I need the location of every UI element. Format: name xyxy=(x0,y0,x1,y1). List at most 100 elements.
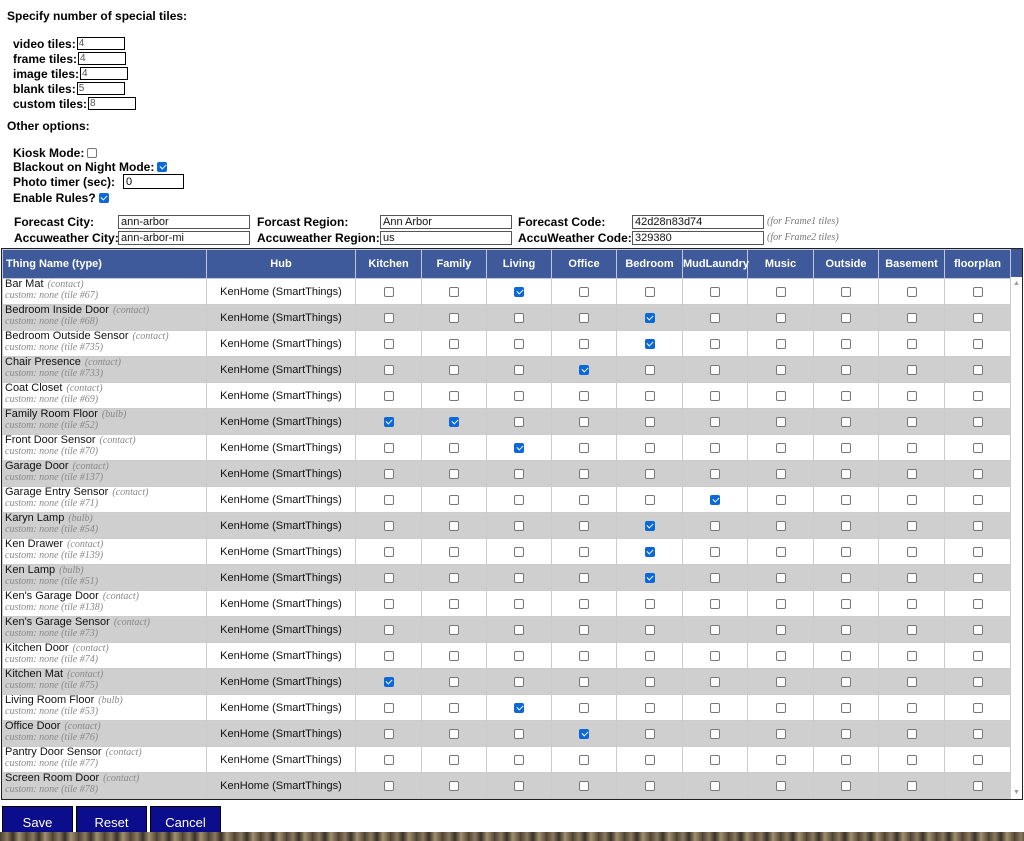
enable-rules-checkbox[interactable] xyxy=(98,192,109,203)
room-checkbox-office[interactable] xyxy=(579,520,589,531)
room-checkbox-kitchen[interactable] xyxy=(383,598,394,609)
room-checkbox-office[interactable] xyxy=(579,650,589,661)
custom-tiles-input[interactable] xyxy=(88,97,137,110)
room-checkbox-family[interactable] xyxy=(449,728,459,739)
room-checkbox-music[interactable] xyxy=(775,390,786,401)
room-checkbox-floorplan[interactable] xyxy=(972,494,983,505)
room-checkbox-kitchen[interactable] xyxy=(383,754,394,765)
room-checkbox-family[interactable] xyxy=(449,312,459,323)
room-checkbox-mudlaundry[interactable] xyxy=(710,780,720,791)
room-checkbox-family[interactable] xyxy=(449,546,459,557)
room-checkbox-outside[interactable] xyxy=(841,650,851,661)
room-checkbox-outside[interactable] xyxy=(841,780,851,791)
room-checkbox-kitchen[interactable] xyxy=(383,676,394,687)
room-checkbox-bedroom[interactable] xyxy=(644,572,655,583)
room-checkbox-living[interactable] xyxy=(514,598,524,609)
room-checkbox-music[interactable] xyxy=(775,286,786,297)
room-checkbox-living[interactable] xyxy=(514,494,524,505)
room-checkbox-outside[interactable] xyxy=(841,416,851,427)
room-checkbox-outside[interactable] xyxy=(841,754,851,765)
room-checkbox-mudlaundry[interactable] xyxy=(710,598,720,609)
room-checkbox-basement[interactable] xyxy=(906,338,917,349)
accuweather-city-input[interactable]: ann-arbor-mi xyxy=(118,231,250,245)
room-checkbox-floorplan[interactable] xyxy=(972,286,983,297)
room-checkbox-floorplan[interactable] xyxy=(972,676,983,687)
room-checkbox-music[interactable] xyxy=(775,468,786,479)
forecast-region-input[interactable]: Ann Arbor xyxy=(380,215,512,229)
room-checkbox-music[interactable] xyxy=(775,312,786,323)
room-checkbox-outside[interactable] xyxy=(841,546,851,557)
room-checkbox-outside[interactable] xyxy=(841,286,851,297)
room-checkbox-family[interactable] xyxy=(449,338,459,349)
room-checkbox-music[interactable] xyxy=(775,754,786,765)
room-checkbox-floorplan[interactable] xyxy=(972,780,983,791)
room-checkbox-living[interactable] xyxy=(514,702,524,713)
accuweather-code-input[interactable]: 329380 xyxy=(632,231,764,245)
room-checkbox-outside[interactable] xyxy=(841,624,851,635)
room-checkbox-bedroom[interactable] xyxy=(644,416,655,427)
room-checkbox-floorplan[interactable] xyxy=(972,338,983,349)
room-checkbox-family[interactable] xyxy=(449,442,459,453)
room-checkbox-living[interactable] xyxy=(514,312,524,323)
room-checkbox-mudlaundry[interactable] xyxy=(710,728,720,739)
room-checkbox-outside[interactable] xyxy=(841,364,851,375)
room-checkbox-basement[interactable] xyxy=(906,442,917,453)
accuweather-region-input[interactable]: us xyxy=(380,231,512,245)
header-mudlaundry[interactable]: MudLaundry xyxy=(682,249,749,279)
room-checkbox-kitchen[interactable] xyxy=(383,338,394,349)
room-checkbox-living[interactable] xyxy=(514,728,524,739)
room-checkbox-bedroom[interactable] xyxy=(644,312,655,323)
room-checkbox-outside[interactable] xyxy=(841,312,851,323)
room-checkbox-family[interactable] xyxy=(449,754,459,765)
room-checkbox-kitchen[interactable] xyxy=(383,520,394,531)
room-checkbox-outside[interactable] xyxy=(841,676,851,687)
header-living[interactable]: Living xyxy=(486,249,552,279)
room-checkbox-outside[interactable] xyxy=(841,442,851,453)
room-checkbox-office[interactable] xyxy=(579,702,589,713)
room-checkbox-floorplan[interactable] xyxy=(972,754,983,765)
room-checkbox-family[interactable] xyxy=(449,624,459,635)
room-checkbox-family[interactable] xyxy=(449,468,459,479)
room-checkbox-office[interactable] xyxy=(579,338,589,349)
room-checkbox-office[interactable] xyxy=(579,416,589,427)
room-checkbox-bedroom[interactable] xyxy=(644,286,655,297)
room-checkbox-bedroom[interactable] xyxy=(644,650,655,661)
room-checkbox-mudlaundry[interactable] xyxy=(710,468,720,479)
room-checkbox-mudlaundry[interactable] xyxy=(710,624,720,635)
scroll-down-arrow-icon[interactable]: ▼ xyxy=(1013,789,1020,796)
room-checkbox-music[interactable] xyxy=(775,702,786,713)
room-checkbox-family[interactable] xyxy=(449,494,459,505)
forecast-code-input[interactable]: 42d28n83d74 xyxy=(632,215,764,229)
room-checkbox-office[interactable] xyxy=(579,312,589,323)
room-checkbox-bedroom[interactable] xyxy=(644,624,655,635)
blank-tiles-input[interactable] xyxy=(76,82,125,95)
room-checkbox-outside[interactable] xyxy=(841,390,851,401)
room-checkbox-family[interactable] xyxy=(449,572,459,583)
room-checkbox-outside[interactable] xyxy=(841,494,851,505)
room-checkbox-basement[interactable] xyxy=(906,546,917,557)
forecast-city-input[interactable]: ann-arbor xyxy=(118,215,250,229)
room-checkbox-music[interactable] xyxy=(775,572,786,583)
room-checkbox-basement[interactable] xyxy=(906,390,917,401)
kiosk-mode-checkbox[interactable] xyxy=(87,147,98,158)
room-checkbox-mudlaundry[interactable] xyxy=(710,676,720,687)
room-checkbox-outside[interactable] xyxy=(841,520,851,531)
room-checkbox-basement[interactable] xyxy=(906,286,917,297)
room-checkbox-living[interactable] xyxy=(514,572,524,583)
header-hub[interactable]: Hub xyxy=(206,249,356,279)
room-checkbox-mudlaundry[interactable] xyxy=(710,286,720,297)
room-checkbox-living[interactable] xyxy=(514,468,524,479)
room-checkbox-family[interactable] xyxy=(449,286,459,297)
room-checkbox-living[interactable] xyxy=(514,676,524,687)
room-checkbox-outside[interactable] xyxy=(841,468,851,479)
room-checkbox-kitchen[interactable] xyxy=(383,442,394,453)
room-checkbox-bedroom[interactable] xyxy=(644,442,655,453)
header-office[interactable]: Office xyxy=(551,249,617,279)
room-checkbox-music[interactable] xyxy=(775,520,786,531)
room-checkbox-music[interactable] xyxy=(775,676,786,687)
room-checkbox-bedroom[interactable] xyxy=(644,780,655,791)
room-checkbox-bedroom[interactable] xyxy=(644,598,655,609)
room-checkbox-floorplan[interactable] xyxy=(972,390,983,401)
room-checkbox-basement[interactable] xyxy=(906,702,917,713)
room-checkbox-music[interactable] xyxy=(775,494,786,505)
